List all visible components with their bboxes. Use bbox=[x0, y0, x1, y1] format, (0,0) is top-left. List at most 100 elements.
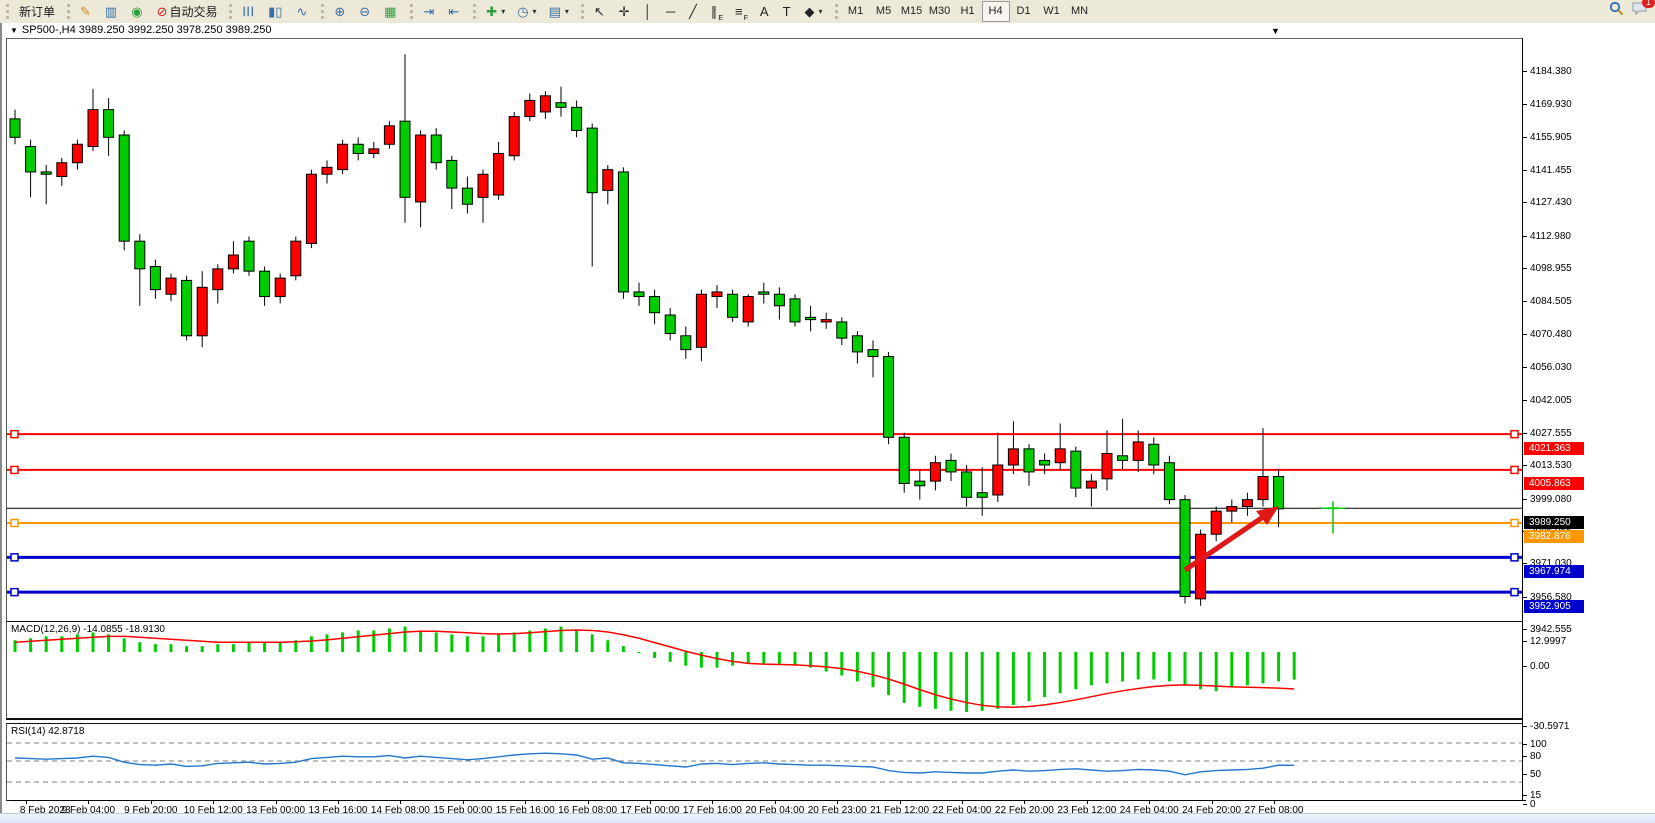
time-tick bbox=[1211, 801, 1213, 804]
price-axis[interactable]: 4184.380 4169.930 4155.905 4141.455 4127.430… bbox=[1522, 38, 1655, 810]
time-label: 24 Feb 20:00 bbox=[1182, 805, 1242, 816]
rsi-label: RSI(14) 42.8718 bbox=[11, 726, 85, 737]
equidistant-channel-icon[interactable]: ∥ E bbox=[706, 1, 728, 23]
time-tick bbox=[962, 801, 963, 804]
tile-windows-icon[interactable]: ▦ bbox=[379, 1, 403, 23]
resistance-line-1-handle[interactable] bbox=[10, 429, 19, 439]
scroll-end-marker-icon[interactable]: ▼ bbox=[1271, 26, 1280, 36]
resistance-line-2-handle[interactable] bbox=[1510, 465, 1519, 475]
time-tick bbox=[774, 801, 776, 804]
timeframe-button-m1[interactable]: M1 bbox=[847, 5, 864, 17]
template-icon[interactable]: ▤ ▾ bbox=[544, 1, 574, 23]
timeframe-button-m5[interactable]: M5 bbox=[875, 5, 892, 17]
support-line-orange-handle[interactable] bbox=[1510, 518, 1519, 528]
horizontal-level-lines bbox=[7, 429, 1523, 597]
chevron-down-icon: ▾ bbox=[501, 7, 506, 16]
chat-icon[interactable]: 1 bbox=[1632, 0, 1655, 16]
zoom-out-icon[interactable]: ⊖ bbox=[354, 1, 377, 23]
vertical-line-icon: │ bbox=[643, 4, 652, 19]
candle bbox=[290, 240, 302, 277]
support-line-orange-handle[interactable] bbox=[10, 518, 19, 528]
chat-badge: 1 bbox=[1642, 0, 1655, 8]
macd-label: MACD(12,26,9) -14.0855 -18.9130 bbox=[11, 624, 165, 635]
timeframe-button-m15[interactable]: M15 bbox=[900, 5, 923, 17]
vertical-line-icon[interactable]: │ bbox=[639, 1, 659, 23]
candle bbox=[9, 118, 21, 138]
fibonacci-icon: ≡ bbox=[735, 4, 743, 19]
new-order-button-label: 新订单 bbox=[19, 5, 56, 19]
candle bbox=[1101, 452, 1113, 480]
autotrade-icon: ⊘ bbox=[156, 4, 168, 19]
community-icon[interactable]: ◉ bbox=[126, 1, 149, 23]
resistance-line-2-handle[interactable] bbox=[10, 465, 19, 475]
timeframe-button-h1[interactable]: H1 bbox=[960, 5, 975, 17]
chart-window-icon[interactable]: ▥ bbox=[100, 1, 124, 23]
forming-bar bbox=[1321, 501, 1345, 534]
autotrade-button[interactable]: ⊘ 自动交易 bbox=[152, 1, 223, 23]
search-icon[interactable] bbox=[1609, 1, 1624, 16]
trend-arrow-annotation[interactable] bbox=[1183, 506, 1279, 573]
timeframe-button-w1[interactable]: W1 bbox=[1043, 5, 1060, 17]
resistance-line-1-handle[interactable] bbox=[1510, 429, 1519, 439]
shapes-icon: ◆ bbox=[804, 4, 815, 19]
time-label: 20 Feb 04:00 bbox=[745, 805, 805, 816]
support-line-blue-1-handle[interactable] bbox=[1510, 553, 1519, 562]
rsi-axis-tick: 100 bbox=[1523, 739, 1655, 751]
candle bbox=[1179, 499, 1191, 598]
time-label: 23 Feb 12:00 bbox=[1057, 805, 1117, 816]
macd-axis-tick: 12.9997 bbox=[1523, 636, 1655, 648]
time-label: 20 Feb 23:00 bbox=[807, 805, 867, 816]
support-line-blue-2-handle[interactable] bbox=[10, 587, 19, 597]
equidistant-channel-icon-sub: E bbox=[718, 14, 724, 22]
timeframe-button-h4[interactable]: H4 bbox=[981, 1, 1010, 22]
time-tick bbox=[525, 801, 527, 804]
fibonacci-icon[interactable]: ≡ F bbox=[730, 1, 753, 23]
candle-chart-icon[interactable]: ▮▯ bbox=[263, 1, 289, 23]
rsi-canvas bbox=[7, 742, 1523, 783]
timeframe-button-m30[interactable]: M30 bbox=[928, 5, 951, 17]
period-clock-icon[interactable]: ◷ ▾ bbox=[512, 1, 541, 23]
chart-shift-icon[interactable]: ⇤ bbox=[443, 1, 466, 23]
text-label-icon[interactable]: T bbox=[778, 1, 798, 23]
toolbar-grip bbox=[6, 4, 9, 19]
zoom-in-icon[interactable]: ⊕ bbox=[329, 1, 352, 23]
chart-window: ▼ SP500-,H4 3989.250 3992.250 3978.250 39… bbox=[0, 23, 1655, 819]
candle bbox=[227, 254, 239, 270]
add-indicator-icon[interactable]: ✚ ▾ bbox=[481, 1, 510, 23]
candle bbox=[649, 296, 661, 314]
chevron-down-icon[interactable]: ▼ bbox=[10, 26, 18, 35]
rsi-indicator-panel[interactable]: RSI(14) 42.8718 bbox=[6, 723, 1523, 801]
candle bbox=[617, 171, 629, 293]
chart-title: SP500-,H4 3989.250 3992.250 3978.250 398… bbox=[21, 24, 272, 36]
candle bbox=[508, 116, 520, 157]
candle bbox=[805, 316, 817, 321]
candle bbox=[571, 106, 583, 131]
resistance-line-1-price-badge: 4021.363 bbox=[1524, 441, 1584, 455]
candle bbox=[149, 266, 161, 291]
candle bbox=[196, 286, 208, 337]
time-label: 22 Feb 20:00 bbox=[994, 805, 1054, 816]
price-tick: 4013.530 bbox=[1523, 460, 1655, 472]
crayon-icon[interactable]: ✎ bbox=[75, 1, 98, 23]
macd-indicator-panel[interactable]: MACD(12,26,9) -14.0855 -18.9130 bbox=[6, 622, 1523, 720]
new-order-button[interactable]: 新订单 bbox=[14, 1, 60, 23]
time-label: 13 Feb 16:00 bbox=[308, 805, 368, 816]
auto-scroll-icon[interactable]: ⇥ bbox=[418, 1, 441, 23]
shapes-icon[interactable]: ◆ ▾ bbox=[800, 1, 828, 23]
time-tick bbox=[899, 801, 901, 804]
candle bbox=[243, 240, 255, 272]
cursor-icon[interactable]: ↖ bbox=[589, 1, 612, 23]
timeframe-button-mn[interactable]: MN bbox=[1070, 5, 1089, 17]
line-chart-icon[interactable]: ∿ bbox=[291, 1, 314, 23]
toolbar-grip bbox=[410, 4, 414, 19]
chart-window-icon: ▥ bbox=[104, 4, 118, 19]
text-icon[interactable]: A bbox=[755, 1, 776, 23]
support-line-blue-1-handle[interactable] bbox=[10, 553, 19, 562]
crosshair-icon[interactable]: ✛ bbox=[614, 1, 637, 23]
main-price-chart[interactable] bbox=[6, 38, 1523, 623]
timeframe-button-d1[interactable]: D1 bbox=[1016, 5, 1031, 17]
support-line-blue-2-handle[interactable] bbox=[1510, 587, 1519, 597]
trendline-icon[interactable]: ╱ bbox=[684, 1, 704, 23]
bar-chart-icon[interactable]: ☰ bbox=[237, 1, 261, 23]
horizontal-line-icon[interactable]: ─ bbox=[661, 1, 682, 23]
